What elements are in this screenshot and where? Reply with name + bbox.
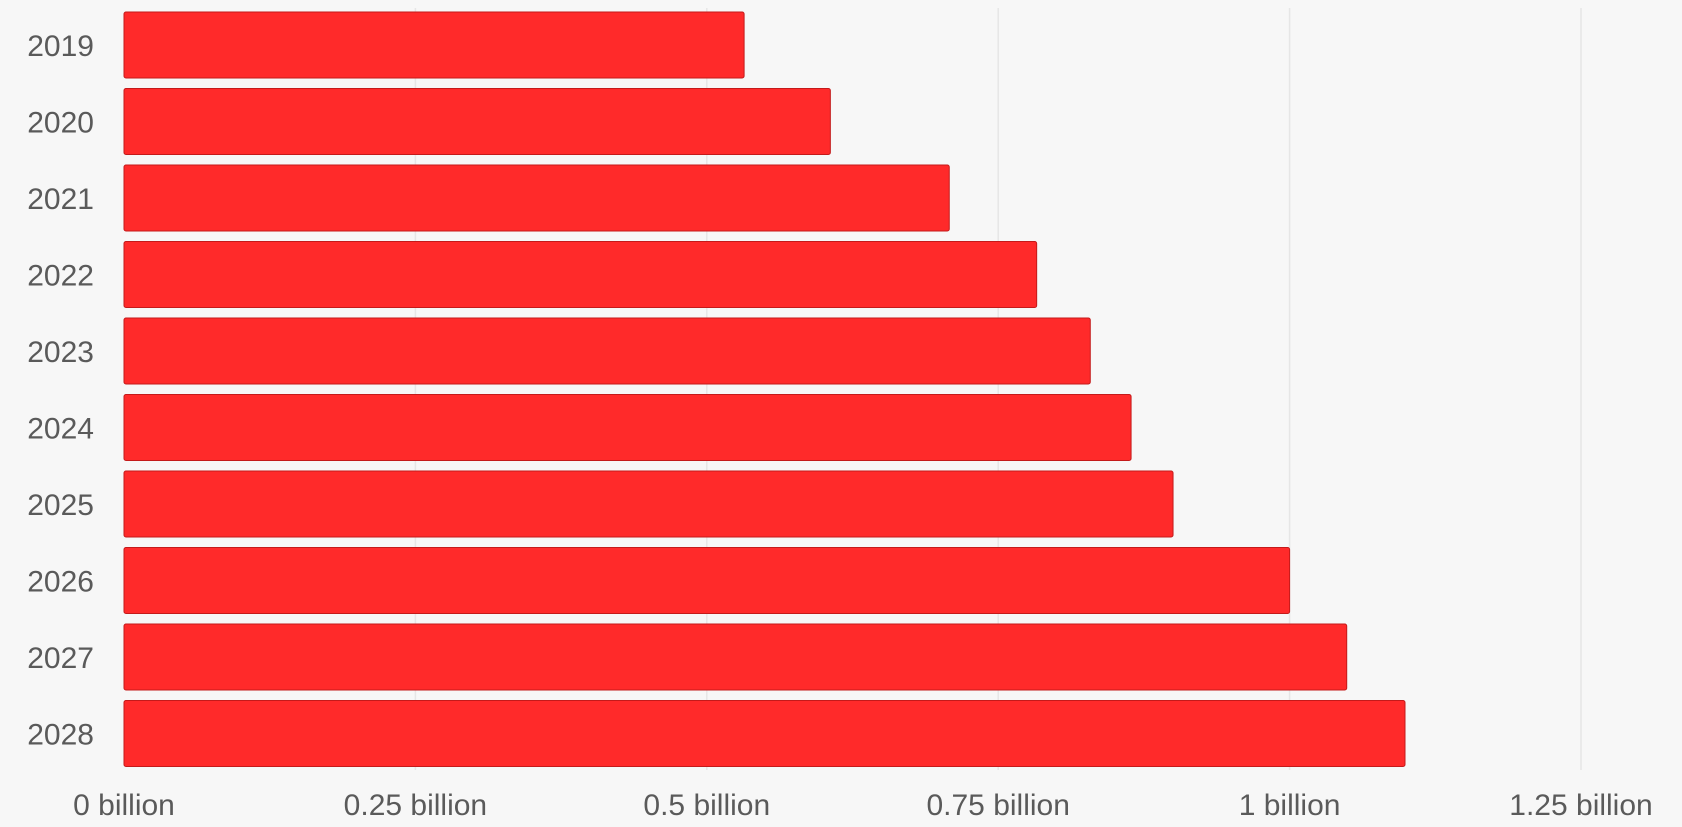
bar-2022 — [123, 241, 1038, 308]
y-tick-label: 2021 — [27, 183, 94, 216]
x-tick-label: 0.25 billion — [344, 789, 487, 822]
bar-2020 — [123, 88, 831, 155]
y-axis-labels: 2019 2020 2021 2022 2023 2024 2025 2026 2027 2028 — [27, 30, 94, 752]
bar-2027 — [123, 623, 1348, 691]
y-tick-label: 2020 — [27, 107, 94, 140]
y-tick-label: 2023 — [27, 336, 94, 369]
y-tick-label: 2024 — [27, 413, 94, 446]
bar-2026 — [123, 547, 1291, 614]
x-tick-label: 1.25 billion — [1509, 789, 1652, 822]
bar-2028 — [123, 700, 1406, 767]
bar-2021 — [123, 164, 950, 232]
y-tick-label: 2028 — [27, 719, 94, 752]
bar-2023 — [123, 317, 1091, 385]
x-tick-label: 0 billion — [73, 789, 175, 822]
y-tick-label: 2019 — [27, 30, 94, 63]
bar-2025 — [123, 470, 1174, 538]
x-axis-labels: 0 billion 0.25 billion 0.5 billion 0.75 bil… — [73, 789, 1653, 822]
bar-2019 — [123, 11, 745, 79]
x-tick-label: 1 billion — [1239, 789, 1341, 822]
x-tick-label: 0.75 billion — [926, 789, 1069, 822]
y-tick-label: 2027 — [27, 642, 94, 675]
bars — [123, 11, 1406, 767]
y-tick-label: 2026 — [27, 566, 94, 599]
y-tick-label: 2025 — [27, 489, 94, 522]
y-tick-label: 2022 — [27, 260, 94, 293]
bar-2024 — [123, 394, 1132, 461]
x-tick-label: 0.5 billion — [643, 789, 770, 822]
